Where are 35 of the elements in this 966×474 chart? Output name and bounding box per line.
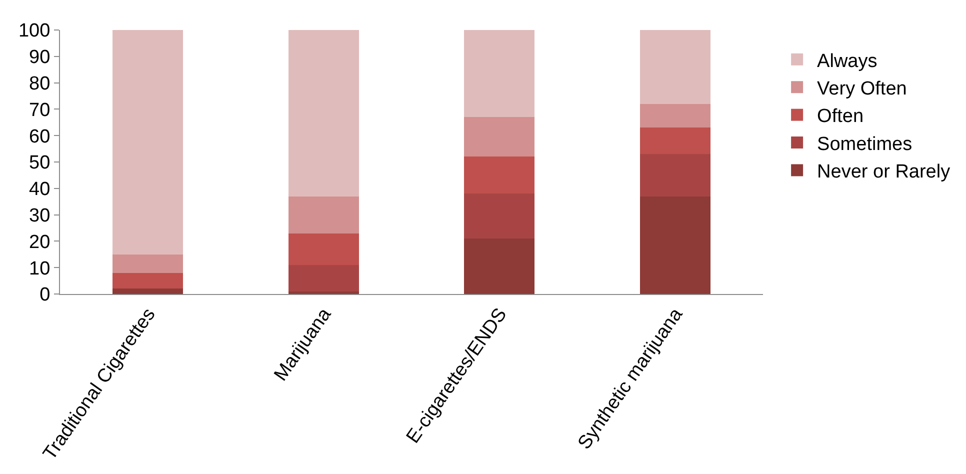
y-tick-label: 40 xyxy=(29,179,50,200)
bar xyxy=(112,30,184,254)
y-tick-label: 60 xyxy=(29,126,50,148)
bar xyxy=(288,291,359,294)
bar xyxy=(112,254,184,273)
bar xyxy=(112,288,184,294)
y-tick-label: 30 xyxy=(29,205,50,226)
legend-label: Never or Rarely xyxy=(817,162,951,183)
y-tick-label: 50 xyxy=(29,152,50,174)
legend-label: Very Often xyxy=(817,78,907,100)
bar xyxy=(464,238,535,294)
bar xyxy=(640,128,710,154)
bar xyxy=(288,196,359,234)
bar xyxy=(464,30,535,118)
bar xyxy=(640,104,710,128)
bar xyxy=(464,194,535,239)
legend-label: Sometimes xyxy=(817,134,912,155)
bar xyxy=(640,196,710,294)
bar xyxy=(640,154,710,196)
bar xyxy=(112,272,184,289)
y-tick-label: 0 xyxy=(40,284,50,306)
y-tick-label: 20 xyxy=(29,232,50,253)
bar xyxy=(288,264,359,292)
y-tick-label: 70 xyxy=(29,100,50,121)
legend-label: Always xyxy=(817,50,878,72)
y-tick-label: 80 xyxy=(29,73,50,94)
y-tick-label: 100 xyxy=(18,20,50,42)
bar xyxy=(464,117,535,157)
bar xyxy=(464,156,535,194)
bar xyxy=(640,30,710,104)
y-tick-label: 10 xyxy=(29,258,50,280)
y-tick-label: 90 xyxy=(29,47,50,68)
legend-label: Often xyxy=(817,106,864,128)
bar xyxy=(288,233,359,265)
bar xyxy=(288,30,359,196)
